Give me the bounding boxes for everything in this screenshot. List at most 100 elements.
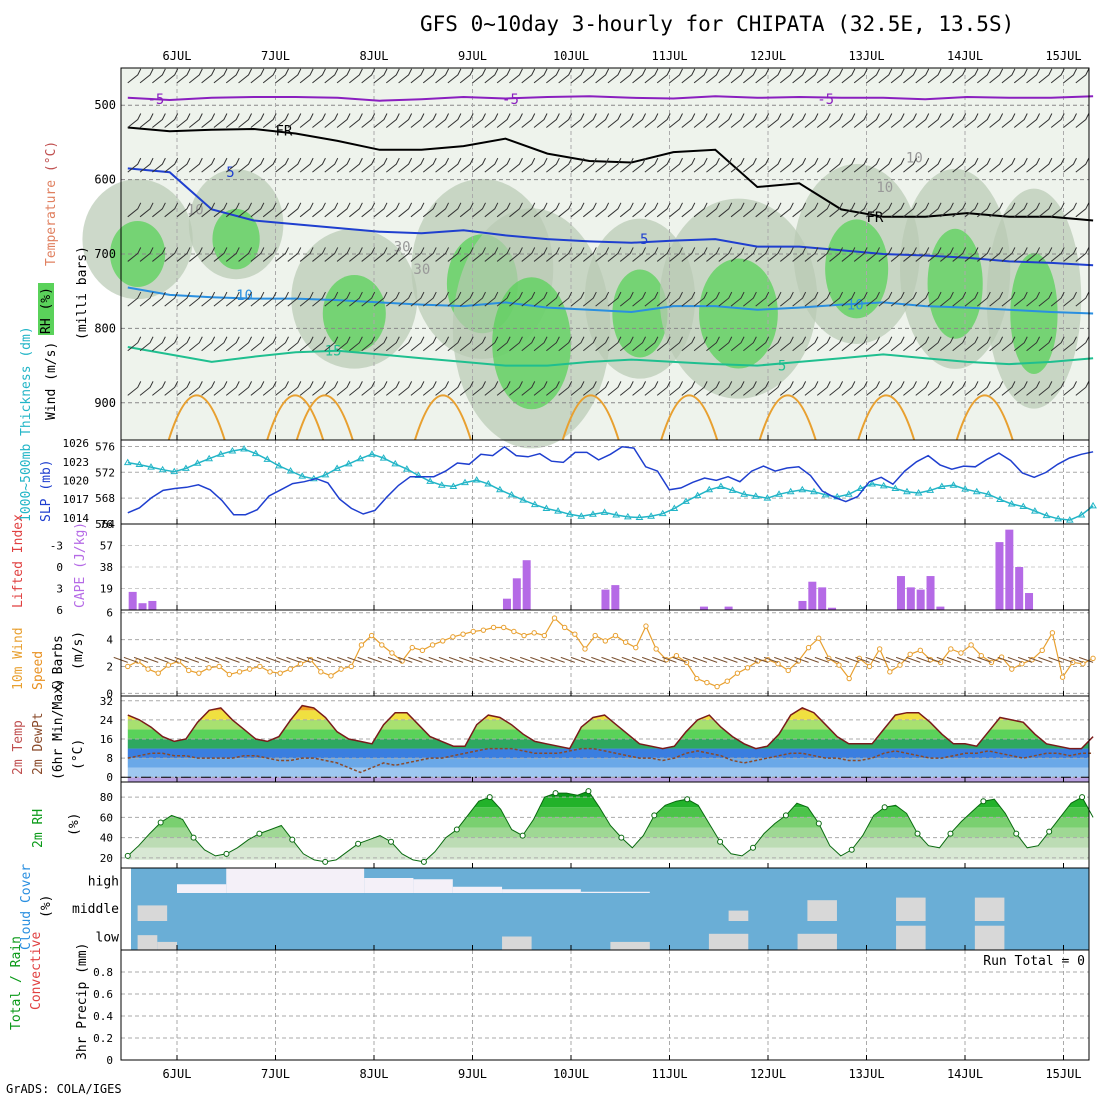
wind-barb [927,157,942,173]
temperature-contour [127,95,1094,102]
wind-barb [349,336,363,352]
wind-barb [184,656,200,663]
wind-barb [509,336,523,352]
wind-barb [743,247,757,262]
thickness-point [1019,502,1028,510]
wind-barb [792,291,807,307]
wind-speed-point [541,632,548,639]
cloud-bar [807,900,837,921]
thickness-point [740,490,749,497]
wind-barb [205,656,220,663]
rh-point [157,819,164,826]
wind-barb [144,656,159,663]
wind-barb [1063,113,1077,128]
wind-barb [755,113,770,128]
wind-barb [644,381,659,396]
wind-barb [792,336,807,352]
wind-barb [496,336,511,352]
wind-barb [672,656,687,663]
y-tick-label: 57 [100,540,113,553]
ylabel-temp-1: 2m Temp [11,720,26,775]
wind-barb [866,247,880,262]
wind-barb [447,113,462,128]
cloud-bar [137,935,158,950]
wind-barb [903,291,917,307]
wind-barb [1001,336,1016,352]
wind-barb [1050,247,1065,262]
wind-barb [499,656,515,663]
wind-barb [558,202,573,218]
y-tick-label: 572 [95,466,115,479]
wind-barb [730,381,745,396]
x-tick-label: 12JUL [750,1067,786,1081]
y-tick-label: 24 [100,714,114,727]
y-tick-label: 20 [100,852,113,865]
wind-barb [324,157,339,173]
rh-point [552,790,559,797]
wind-barb [373,113,388,128]
wind-barb [977,202,991,218]
wind-speed-point [226,671,233,678]
wind-barb [583,247,597,262]
wind-barb [496,202,511,218]
wind-barb [595,247,610,262]
wind-barb [250,336,265,352]
wind-barb [718,381,733,396]
thickness-point [821,490,830,498]
wind-speed-point [866,663,873,670]
wind-speed-point [1059,674,1066,680]
wind-barb [164,381,179,396]
wind-barb [644,291,659,307]
wind-barb [989,202,1004,218]
thickness-point [972,487,981,495]
wind-barb [189,381,203,396]
rh-point [947,830,954,837]
y-tick-label: 60 [100,811,113,824]
wind-barb [964,157,979,173]
wind-barb [890,247,905,262]
wind-barb [780,68,794,84]
wind-barb [201,68,216,84]
wind-barb [952,247,967,262]
wind-speed-point [643,623,649,629]
wind-barb [139,202,154,218]
wind-speed-point [246,666,253,672]
wind-barb [583,381,597,396]
cloud-bar [502,936,532,950]
wind-barb [299,157,314,173]
wind-barb [299,113,314,128]
wind-barb [312,202,326,218]
wind-barb [595,68,610,84]
x-tick-label: 11JUL [651,1067,687,1081]
x-tick-label: 8JUL [360,49,389,63]
wind-barb [927,202,942,218]
wind-barb [398,656,413,663]
wind-barb [127,157,142,173]
wind-barb [595,291,610,307]
wind-barb [632,202,647,218]
wind-barb [977,247,991,262]
wind-barb [1038,247,1053,262]
wind-barb [530,656,545,663]
wind-barb [669,68,683,84]
cloud-bar [226,868,276,893]
wind-barb [816,202,831,218]
wind-barb [706,247,720,262]
wind-barb [926,656,941,663]
wind-speed-point [267,669,273,675]
wind-barb [632,68,647,84]
wind-barb [940,336,954,352]
wind-barb [903,157,917,173]
wind-barb [509,157,523,173]
wind-barb [767,157,782,173]
y-tick-label: 6 [106,607,113,620]
wind-barb [835,656,850,663]
wind-barb [484,113,499,128]
cloud-bar [974,897,1005,921]
wind-barb [312,68,326,84]
wind-barb [386,336,400,352]
wind-barb [213,68,228,84]
wind-barb [250,247,265,262]
y-tick-label: 0.4 [93,1010,113,1023]
wind-barb [410,68,425,84]
